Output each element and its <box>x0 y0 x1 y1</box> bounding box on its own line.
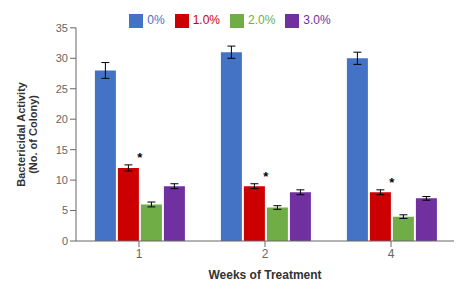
svg-text:2: 2 <box>262 247 269 261</box>
html-text:3.0%: 3.0% <box>303 13 331 27</box>
html-text:2.0%: 2.0% <box>248 13 276 27</box>
svg-text:30: 30 <box>56 52 68 64</box>
svg-text:*: * <box>389 175 395 190</box>
svg-text:1: 1 <box>136 247 143 261</box>
svg-text:*: * <box>263 169 269 184</box>
svg-text:Weeks of Treatment: Weeks of Treatment <box>208 268 321 282</box>
html-text:1.0%: 1.0% <box>192 13 220 27</box>
svg-text:Bactericidal Activity(No. of C: Bactericidal Activity(No. of Colony) <box>15 81 39 187</box>
svg-text:0: 0 <box>62 235 68 247</box>
svg-text:*: * <box>137 150 143 165</box>
svg-text:35: 35 <box>56 22 68 34</box>
svg-text:20: 20 <box>56 113 68 125</box>
svg-text:5: 5 <box>62 204 68 216</box>
svg-text:4: 4 <box>388 247 395 261</box>
svg-text:25: 25 <box>56 83 68 95</box>
svg-text:15: 15 <box>56 144 68 156</box>
svg-text:10: 10 <box>56 174 68 186</box>
html-text:0%: 0% <box>147 13 165 27</box>
